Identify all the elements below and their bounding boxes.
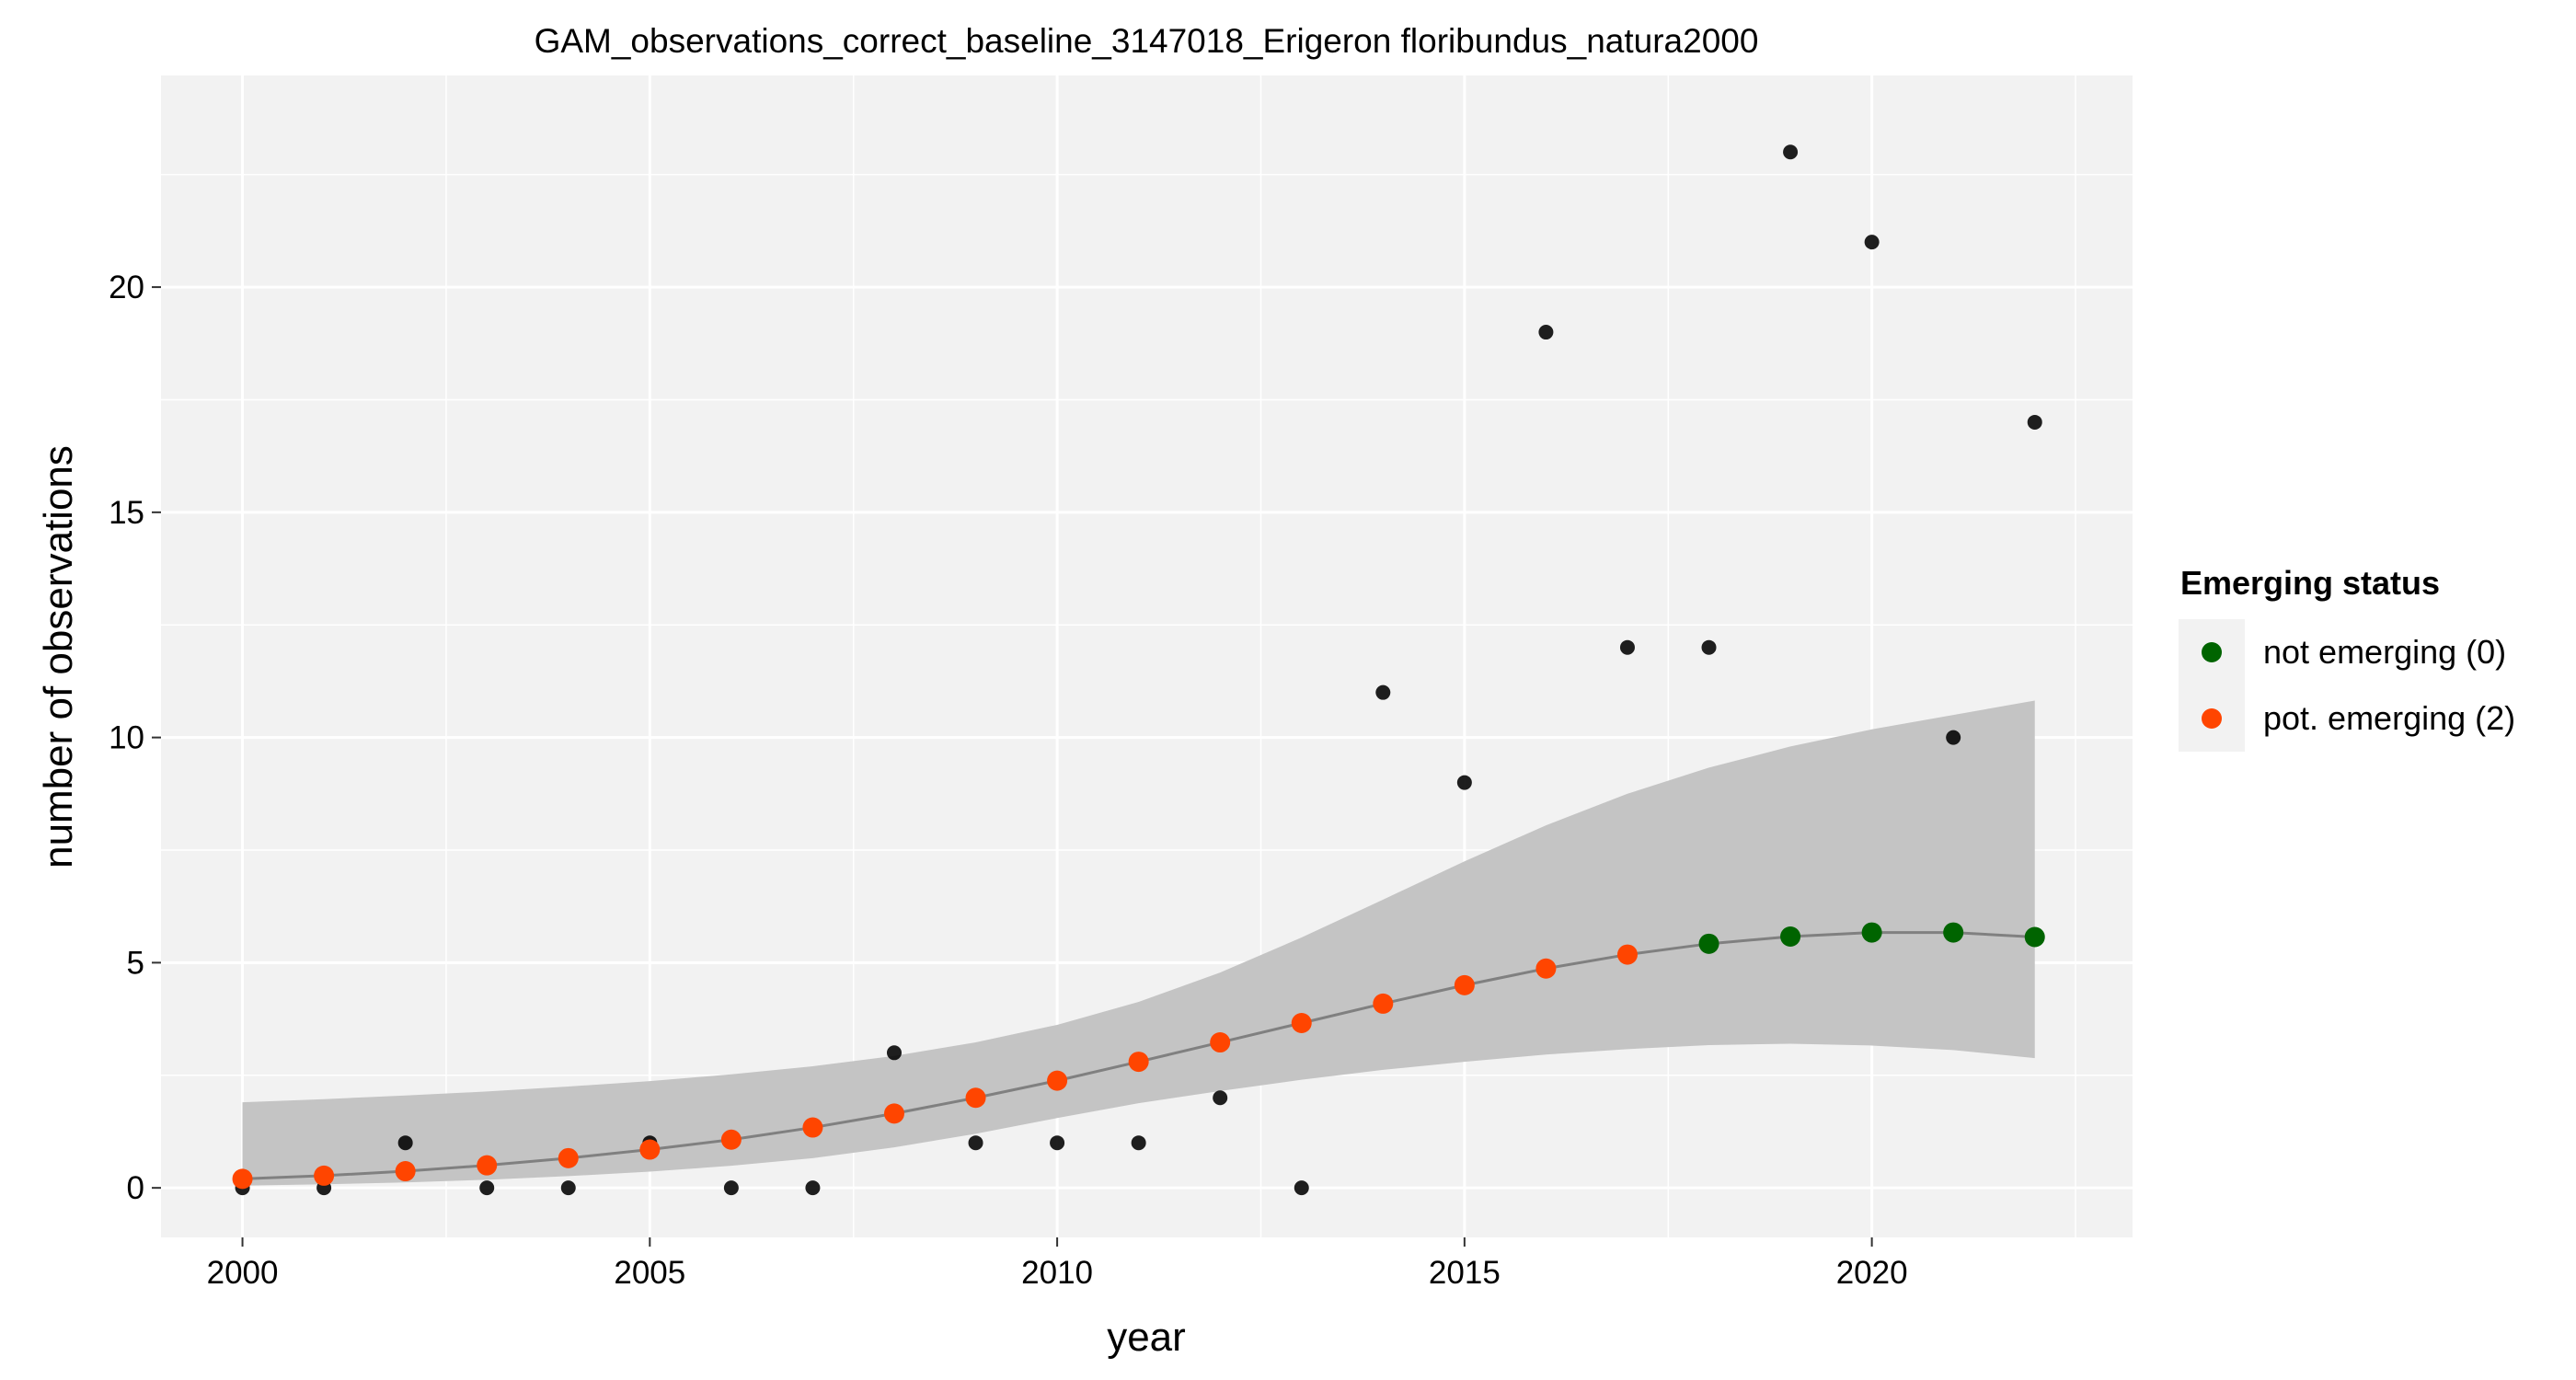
x-tick-label: 2005 xyxy=(614,1255,685,1291)
fitted-point xyxy=(720,1129,742,1150)
observation-point xyxy=(723,1180,739,1196)
fitted-point xyxy=(2024,926,2045,948)
legend-key-not-emerging xyxy=(2202,642,2222,662)
legend-label-pot-emerging: pot. emerging (2) xyxy=(2263,699,2515,737)
fitted-points-layer xyxy=(232,922,2045,1190)
observation-point xyxy=(886,1045,902,1061)
fitted-point xyxy=(1698,933,1719,954)
fitted-point xyxy=(1780,926,1801,947)
confidence-band xyxy=(242,700,2035,1186)
observation-point xyxy=(397,1135,413,1151)
observation-point xyxy=(1701,639,1717,655)
observation-point xyxy=(1456,775,1472,790)
legend-title: Emerging status xyxy=(2180,564,2440,602)
y-tick-label: 15 xyxy=(109,495,144,531)
observation-point xyxy=(1946,730,1961,745)
legend-key-pot-emerging xyxy=(2202,708,2222,729)
y-tick-label: 5 xyxy=(127,945,144,981)
y-axis-title: number of observations xyxy=(36,445,81,868)
x-tick-label: 2000 xyxy=(207,1255,279,1291)
chart-title: GAM_observations_correct_baseline_314701… xyxy=(535,22,1759,60)
y-tick-label: 20 xyxy=(109,270,144,305)
fitted-point xyxy=(639,1139,661,1160)
observation-point xyxy=(968,1135,983,1151)
fitted-point xyxy=(232,1168,253,1190)
fitted-point xyxy=(558,1147,579,1168)
x-axis-title: year xyxy=(1107,1315,1186,1360)
fitted-point xyxy=(1128,1052,1149,1073)
legend: Emerging status not emerging (0) pot. em… xyxy=(2179,564,2515,752)
x-tick-label: 2010 xyxy=(1021,1255,1093,1291)
observation-point xyxy=(1375,684,1391,700)
fitted-point xyxy=(965,1087,986,1109)
observation-point xyxy=(1294,1180,1309,1196)
fitted-point xyxy=(1943,922,1964,943)
observation-point xyxy=(1619,639,1635,655)
observation-point xyxy=(805,1180,821,1196)
fitted-point xyxy=(1373,993,1394,1014)
fitted-point xyxy=(314,1165,335,1186)
axes: 2000 2005 2010 2015 2020 0 5 10 15 20 xyxy=(109,270,1908,1291)
y-tick-label: 0 xyxy=(127,1170,144,1206)
fitted-point xyxy=(1210,1032,1231,1053)
fitted-point xyxy=(802,1117,823,1138)
fitted-point xyxy=(1535,958,1557,979)
observation-point xyxy=(479,1180,495,1196)
legend-label-not-emerging: not emerging (0) xyxy=(2263,633,2506,671)
observation-point xyxy=(560,1180,576,1196)
fitted-point xyxy=(477,1155,498,1176)
observation-point xyxy=(1050,1135,1065,1151)
observation-point xyxy=(1213,1090,1228,1106)
y-tick-label: 10 xyxy=(109,720,144,756)
observation-point xyxy=(2027,414,2042,430)
fitted-point xyxy=(1454,974,1475,995)
observation-point xyxy=(1538,325,1554,340)
legend-key-background xyxy=(2179,619,2245,752)
observation-point xyxy=(1783,144,1799,160)
confidence-band-layer xyxy=(242,700,2035,1186)
x-tick-label: 2020 xyxy=(1836,1255,1908,1291)
observation-point xyxy=(1864,235,1880,250)
fitted-point xyxy=(1861,922,1882,943)
fitted-point xyxy=(883,1103,904,1124)
fitted-point xyxy=(1616,944,1638,965)
observation-point xyxy=(1131,1135,1146,1151)
fitted-point xyxy=(1047,1070,1068,1091)
fitted-point xyxy=(395,1161,416,1182)
x-tick-label: 2015 xyxy=(1429,1255,1501,1291)
fitted-point xyxy=(1291,1012,1312,1033)
